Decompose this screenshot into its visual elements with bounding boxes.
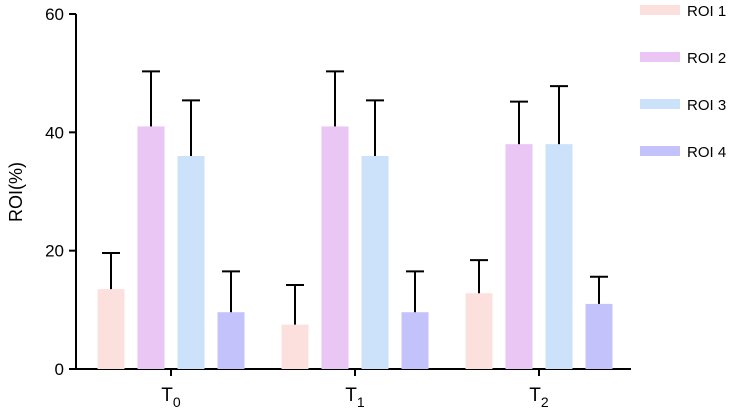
x-tick-label-subscript: 1 — [357, 394, 365, 410]
legend-label: ROI 3 — [687, 97, 726, 114]
legend-swatch — [640, 146, 680, 156]
y-axis-title: ROI(%) — [6, 162, 26, 222]
bar — [505, 144, 533, 369]
legend-label: ROI 2 — [687, 50, 726, 67]
y-tick-label: 40 — [45, 123, 64, 142]
bar — [137, 126, 165, 370]
bar — [401, 312, 429, 369]
bar — [545, 144, 573, 369]
legend-label: ROI 4 — [687, 144, 726, 161]
y-tick-label: 20 — [45, 242, 64, 261]
bar — [361, 156, 389, 369]
x-tick-label: T1 — [345, 385, 365, 410]
bar — [465, 293, 493, 369]
y-tick-label: 0 — [55, 360, 64, 379]
x-tick-label-subscript: 0 — [173, 394, 181, 410]
y-tick-label: 60 — [45, 5, 64, 24]
x-tick-label: T0 — [161, 385, 181, 410]
bar — [217, 312, 245, 369]
x-tick-label-base: T — [161, 385, 173, 406]
x-tick-label: T2 — [529, 385, 549, 410]
bar — [281, 324, 309, 369]
bar — [177, 156, 205, 369]
x-tick-label-base: T — [529, 385, 541, 406]
bar — [97, 289, 125, 369]
legend-label: ROI 1 — [687, 3, 726, 20]
x-tick-label-base: T — [345, 385, 357, 406]
legend-swatch — [640, 5, 680, 15]
legend-swatch — [640, 99, 680, 109]
legend-swatch — [640, 52, 680, 62]
bar — [321, 126, 349, 370]
bar — [585, 303, 613, 369]
x-tick-label-subscript: 2 — [541, 394, 549, 410]
